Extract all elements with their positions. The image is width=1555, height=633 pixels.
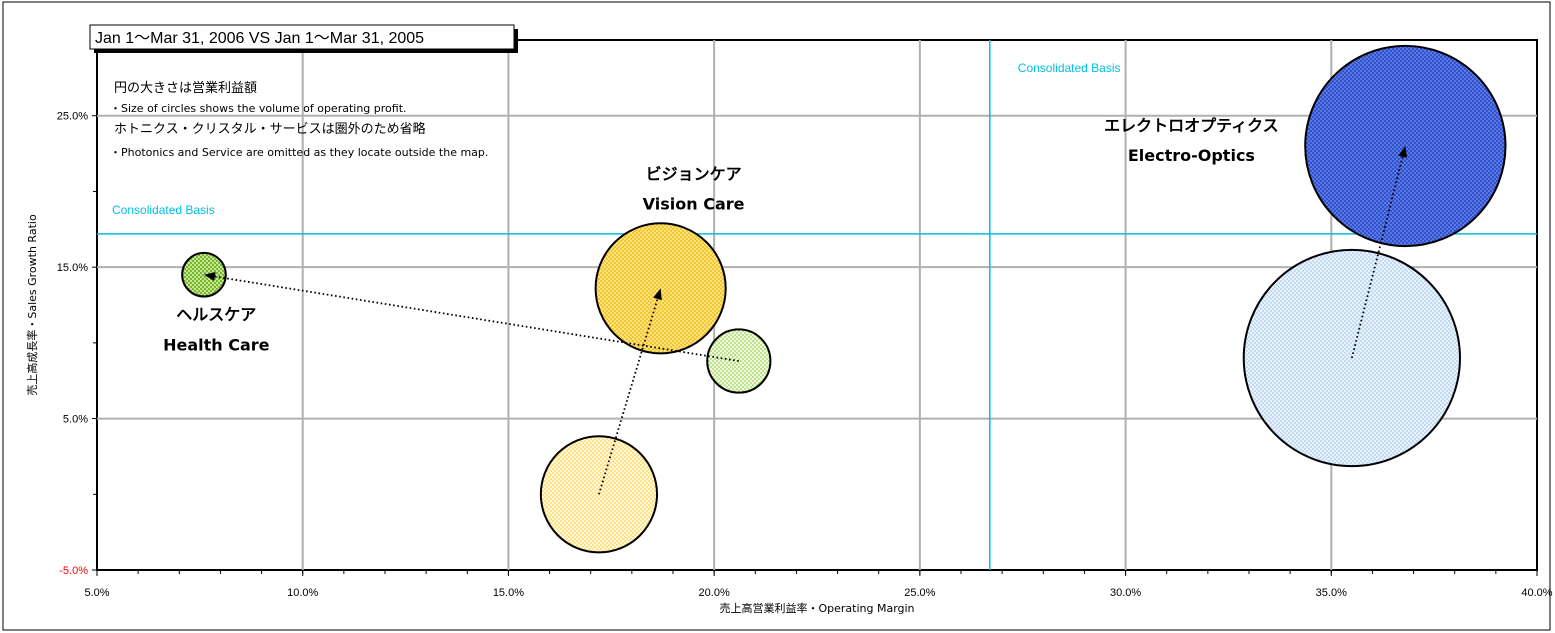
bubble-health-care-2005 — [706, 328, 772, 394]
segment-label-en: Health Care — [163, 335, 270, 354]
x-tick-label: 40.0% — [1521, 587, 1552, 599]
axes: 5.0% 10.0% 15.0% 20.0% 25.0% 30.0% 35.0% 40.0% -… — [57, 111, 1553, 599]
y-tick-label: 15.0% — [57, 262, 88, 274]
segment-label-en: Vision Care — [643, 195, 745, 214]
note-en-omitted: ・Photonics and Service are omitted as th… — [110, 146, 488, 159]
x-tick-label: 5.0% — [84, 587, 109, 599]
title-box — [89, 24, 515, 50]
segment-labels: ヘルスケア Health Care ビジョンケア Vision Care エレクトロオプ… — [163, 116, 1279, 355]
notes: 円の大きさは営業利益額 ・Size of circles shows the v… — [110, 80, 488, 159]
x-axis-title: 売上高営業利益率・Operating Margin — [719, 601, 914, 615]
trend-arrow-head — [653, 288, 662, 301]
y-tick-label: -5.0% — [59, 565, 88, 577]
bubble-electro-optics-2006 — [1304, 44, 1507, 248]
note-jp-omitted: ホトニクス・クリスタル・サービスは圏外のため省略 — [114, 121, 426, 137]
x-tick-label: 35.0% — [1316, 587, 1347, 599]
x-tick-label: 15.0% — [493, 587, 524, 599]
x-tick-label: 20.0% — [699, 587, 730, 599]
segment-label-en: Electro-Optics — [1128, 146, 1255, 165]
y-axis-title: 売上高成長率・Sales Growth Ratio — [25, 214, 39, 396]
arrows — [203, 146, 1408, 495]
note-jp-size: 円の大きさは営業利益額 — [114, 80, 257, 96]
reference-lines: Consolidated Basis Consolidated Basis — [97, 40, 1537, 570]
trend-arrow-line — [1350, 156, 1404, 359]
y-tick-label: 25.0% — [57, 111, 88, 123]
ref-label-vertical: Consolidated Basis — [1018, 61, 1121, 75]
segment-label-jp: ヘルスケア — [176, 305, 256, 324]
trend-arrow-line — [598, 298, 659, 495]
trend-arrow-head — [203, 272, 216, 281]
trend-arrow-line — [214, 275, 739, 362]
y-tick-label: 5.0% — [63, 414, 88, 426]
x-tick-label: 10.0% — [287, 587, 318, 599]
segment-label-jp: ビジョンケア — [646, 164, 742, 183]
chart-title-box: Jan 1～Mar 31, 2006 VS Jan 1～Mar 31, 2005 — [89, 24, 518, 53]
note-en-size: ・Size of circles shows the volume of ope… — [110, 102, 407, 115]
chart-title: Jan 1～Mar 31, 2006 VS Jan 1～Mar 31, 2005 — [95, 30, 424, 47]
x-tick-label: 30.0% — [1110, 587, 1141, 599]
ref-label-horizontal: Consolidated Basis — [112, 203, 215, 217]
segment-label-jp: エレクトロオプティクス — [1104, 116, 1279, 135]
trend-arrow-head — [1398, 146, 1408, 158]
x-tick-label: 25.0% — [904, 587, 935, 599]
